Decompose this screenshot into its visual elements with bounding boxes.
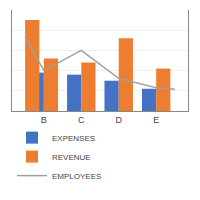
svg-text:EMPLOYEES: EMPLOYEES	[52, 172, 101, 181]
svg-text:REVENUE: REVENUE	[52, 153, 91, 162]
svg-text:E: E	[153, 115, 159, 125]
svg-text:B: B	[40, 114, 47, 125]
svg-text:C: C	[78, 114, 85, 125]
svg-text:D: D	[115, 115, 122, 125]
svg-text:EXPENSES: EXPENSES	[52, 134, 95, 143]
